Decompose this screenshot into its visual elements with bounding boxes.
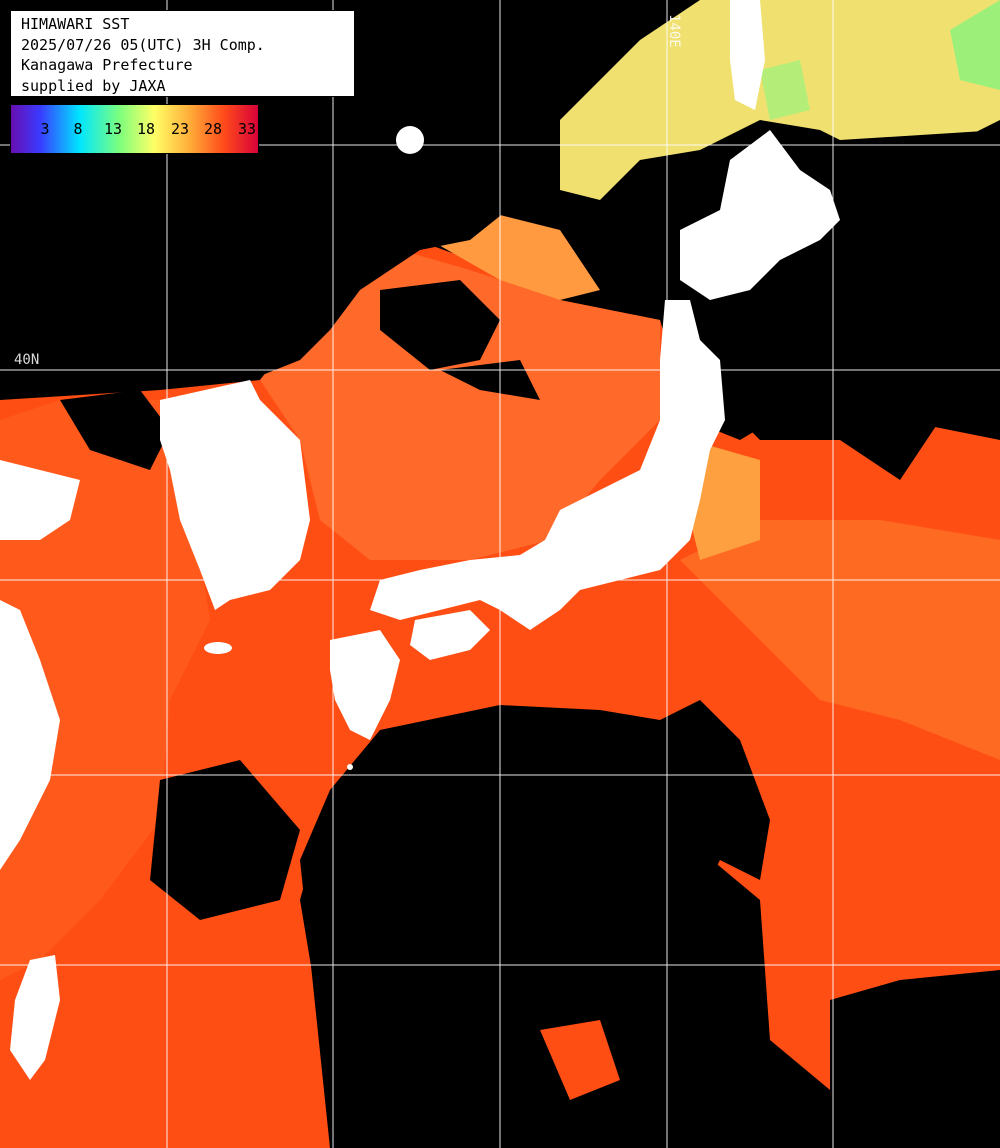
land-shikoku bbox=[410, 610, 490, 660]
colorbar: 3 8 13 18 23 28 33 bbox=[10, 104, 259, 154]
sst-region-sanriku bbox=[690, 440, 760, 560]
sst-region-sea-of-japan bbox=[260, 250, 660, 560]
colorbar-tick: 33 bbox=[237, 120, 257, 138]
cloud-south-central bbox=[540, 1020, 620, 1100]
colorbar-tick: 8 bbox=[73, 120, 83, 138]
cloud-manchuria bbox=[380, 280, 500, 370]
sst-region-green bbox=[950, 0, 1000, 90]
info-box: HIMAWARI SST 2025/07/26 05(UTC) 3H Comp.… bbox=[10, 10, 355, 97]
sst-region-west bbox=[0, 400, 210, 980]
lat-label-40n: 40N bbox=[14, 352, 40, 368]
colorbar-tick: 23 bbox=[170, 120, 190, 138]
land-jeju bbox=[204, 642, 232, 654]
land-china-south bbox=[0, 600, 60, 870]
cloud-sw bbox=[150, 760, 300, 920]
sst-region-sakhalin-sea bbox=[760, 60, 810, 120]
colorbar-tick: 28 bbox=[203, 120, 223, 138]
colorbar-tick: 18 bbox=[136, 120, 156, 138]
info-title: HIMAWARI SST bbox=[21, 15, 130, 33]
lat-label-30n: 30N bbox=[14, 758, 40, 774]
cloud-korea-west bbox=[60, 390, 170, 470]
land-kyushu bbox=[330, 630, 400, 740]
colorbar-tick: 3 bbox=[40, 120, 50, 138]
cloud-south bbox=[300, 700, 770, 1148]
land-korea bbox=[160, 380, 310, 610]
colorbar-gradient bbox=[10, 104, 259, 154]
info-credit: supplied by JAXA bbox=[21, 76, 166, 95]
land-china bbox=[0, 460, 80, 540]
land-island bbox=[347, 764, 353, 770]
cloud-southeast bbox=[830, 970, 1000, 1148]
colorbar-labels: 3 8 13 18 23 28 33 bbox=[11, 120, 258, 140]
land-honshu bbox=[370, 300, 725, 630]
land-island bbox=[396, 126, 424, 154]
info-datetime: 2025/07/26 05(UTC) 3H Comp. bbox=[21, 35, 265, 54]
info-region: Kanagawa Prefecture bbox=[21, 56, 193, 74]
land bbox=[0, 0, 840, 1080]
lon-label-140e: 140E bbox=[666, 14, 682, 48]
land-taiwan bbox=[10, 955, 60, 1080]
land-sakhalin bbox=[730, 0, 765, 110]
land-hokkaido bbox=[680, 130, 840, 300]
colorbar-tick: 13 bbox=[103, 120, 123, 138]
